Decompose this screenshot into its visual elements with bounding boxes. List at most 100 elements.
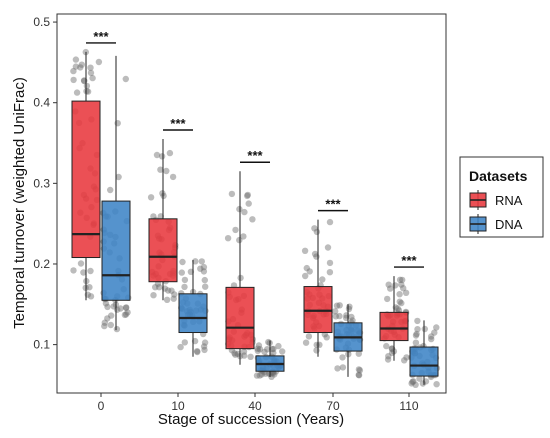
data-point bbox=[256, 346, 264, 353]
data-point bbox=[270, 345, 277, 353]
legend-item-dna: DNA bbox=[469, 214, 523, 234]
data-point bbox=[313, 253, 320, 260]
legend-title: Datasets bbox=[469, 168, 528, 184]
data-point bbox=[156, 284, 163, 291]
data-point bbox=[169, 173, 177, 181]
data-point bbox=[249, 216, 256, 223]
data-point bbox=[339, 364, 347, 371]
significance-110: *** bbox=[394, 253, 424, 268]
data-point bbox=[101, 319, 109, 326]
data-point bbox=[101, 322, 108, 330]
data-point bbox=[409, 378, 416, 385]
data-point bbox=[107, 321, 115, 329]
box-body bbox=[379, 311, 409, 342]
box-rna-70 bbox=[303, 219, 333, 357]
data-point bbox=[77, 260, 85, 267]
x-tick-label: 70 bbox=[326, 399, 340, 413]
data-point bbox=[410, 378, 417, 385]
data-point bbox=[396, 298, 403, 305]
data-point bbox=[122, 311, 130, 318]
box-dna-70 bbox=[333, 304, 363, 377]
data-point bbox=[77, 64, 84, 71]
data-point bbox=[262, 370, 269, 377]
data-point bbox=[245, 200, 252, 207]
box-dna-0 bbox=[101, 55, 131, 331]
data-point bbox=[179, 258, 186, 266]
significance-label: *** bbox=[325, 197, 341, 212]
significance-70: *** bbox=[318, 197, 348, 212]
data-point bbox=[198, 258, 205, 265]
data-point bbox=[428, 333, 435, 340]
data-point bbox=[396, 276, 404, 283]
x-axis: 0 10 40 70 110 bbox=[98, 393, 419, 413]
data-point bbox=[89, 74, 96, 82]
data-point bbox=[431, 329, 438, 336]
data-point bbox=[400, 285, 407, 292]
box-rna-40 bbox=[225, 171, 255, 365]
box-rna-0 bbox=[71, 51, 101, 301]
x-tick-label: 10 bbox=[171, 399, 185, 413]
data-point bbox=[271, 371, 278, 378]
data-point bbox=[414, 326, 421, 333]
data-point bbox=[200, 343, 208, 350]
data-point bbox=[355, 372, 363, 379]
significance-0: *** bbox=[86, 29, 116, 44]
data-point bbox=[80, 269, 87, 276]
y-tick-label: 0.4 bbox=[33, 96, 50, 110]
data-point bbox=[201, 276, 208, 284]
data-point bbox=[171, 291, 178, 298]
data-point bbox=[160, 192, 167, 200]
data-point bbox=[412, 339, 420, 346]
significance-40: *** bbox=[240, 148, 270, 163]
box-dna-110 bbox=[409, 320, 439, 385]
data-point bbox=[83, 82, 91, 90]
data-point bbox=[333, 302, 341, 309]
data-point bbox=[153, 151, 161, 159]
legend-item-rna: RNA bbox=[469, 190, 523, 210]
data-point bbox=[102, 300, 110, 307]
data-point bbox=[355, 350, 362, 357]
data-point bbox=[326, 269, 334, 276]
data-point bbox=[384, 356, 392, 363]
data-point bbox=[150, 213, 157, 220]
data-point bbox=[224, 235, 232, 242]
data-point bbox=[122, 304, 130, 312]
data-point bbox=[201, 346, 208, 354]
x-tick-label: 0 bbox=[98, 399, 105, 413]
data-point bbox=[95, 58, 103, 66]
legend: Datasets RNA DNA bbox=[459, 156, 544, 238]
data-point bbox=[164, 287, 172, 294]
data-point bbox=[123, 304, 130, 311]
data-point bbox=[324, 244, 332, 251]
data-point bbox=[387, 285, 394, 292]
legend-label: DNA bbox=[495, 217, 523, 232]
data-point bbox=[355, 371, 362, 379]
data-point bbox=[265, 338, 272, 346]
data-point bbox=[150, 292, 157, 299]
box-rna-10 bbox=[148, 138, 178, 301]
data-point bbox=[416, 375, 423, 382]
box-body bbox=[101, 200, 131, 301]
data-point bbox=[302, 339, 310, 346]
data-point bbox=[385, 353, 392, 360]
data-point bbox=[241, 352, 248, 359]
data-point bbox=[264, 346, 271, 353]
data-point bbox=[107, 186, 114, 194]
data-point bbox=[200, 268, 208, 275]
significance-label: *** bbox=[93, 29, 109, 44]
box-body bbox=[409, 346, 439, 377]
data-point bbox=[313, 347, 320, 354]
data-point bbox=[270, 349, 277, 357]
data-point bbox=[163, 296, 171, 303]
data-point bbox=[254, 347, 261, 354]
data-point bbox=[70, 67, 77, 75]
data-point bbox=[398, 281, 405, 288]
data-point bbox=[349, 317, 356, 324]
data-point bbox=[305, 333, 313, 340]
boxes bbox=[71, 51, 439, 385]
data-point bbox=[311, 250, 319, 258]
data-point bbox=[181, 283, 188, 291]
data-point bbox=[244, 192, 251, 200]
data-point bbox=[70, 267, 77, 274]
